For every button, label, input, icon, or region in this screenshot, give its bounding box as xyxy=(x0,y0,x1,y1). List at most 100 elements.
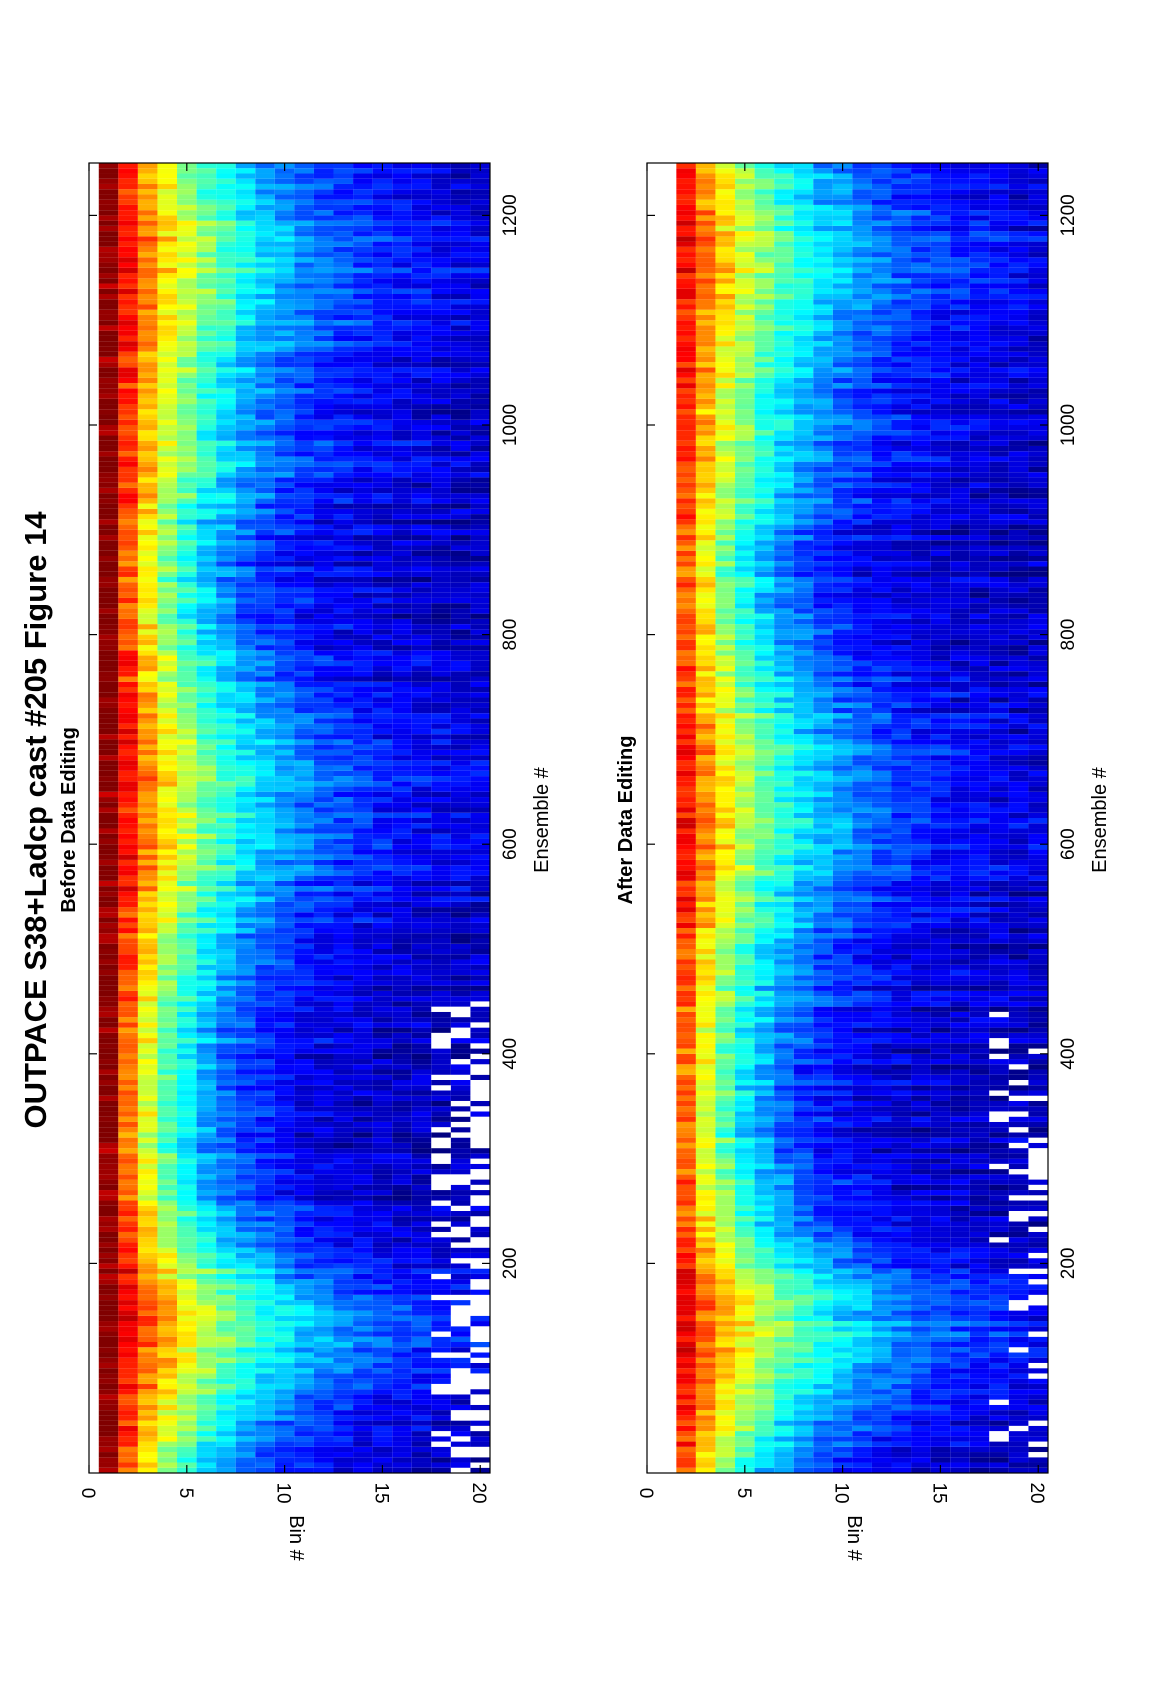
heat-cell xyxy=(313,1237,334,1243)
heat-cell xyxy=(98,1069,119,1075)
heat-cell xyxy=(157,1263,178,1269)
heat-cell xyxy=(313,1216,334,1222)
heat-cell xyxy=(216,828,236,834)
heat-cell xyxy=(255,765,275,771)
heat-cell xyxy=(372,687,393,693)
heat-cell xyxy=(333,854,354,860)
heat-cell xyxy=(118,430,138,436)
heat-cell xyxy=(372,1064,393,1070)
heat-cell xyxy=(411,1022,432,1028)
heat-cell xyxy=(255,1425,275,1432)
heat-cell xyxy=(470,739,490,745)
heat-cell xyxy=(333,1106,354,1112)
heat-cell xyxy=(411,723,432,729)
heat-cell xyxy=(313,220,334,226)
heat-cell xyxy=(450,592,471,598)
heat-cell xyxy=(235,639,256,646)
heat-cell xyxy=(137,901,158,908)
heat-cell xyxy=(313,734,334,740)
heat-cell xyxy=(255,451,275,457)
heat-cell xyxy=(216,781,236,787)
heat-cell xyxy=(353,765,373,771)
heat-cell xyxy=(353,592,373,598)
heat-cell xyxy=(313,639,334,646)
heat-cell xyxy=(196,917,217,923)
heat-cell xyxy=(274,419,295,425)
heat-cell xyxy=(372,949,393,955)
heat-cell xyxy=(470,225,490,232)
heat-cell xyxy=(98,912,119,918)
heat-cell xyxy=(411,320,432,326)
heat-cell xyxy=(274,1153,295,1159)
heat-cell xyxy=(392,1059,412,1065)
heat-cell xyxy=(333,1368,354,1374)
heat-cell xyxy=(313,1305,334,1311)
heat-cell xyxy=(411,985,432,991)
heat-cell xyxy=(353,1211,373,1217)
heat-cell xyxy=(196,330,217,336)
heat-cell xyxy=(177,880,197,887)
heat-cell xyxy=(235,629,256,635)
heat-cell xyxy=(255,587,275,593)
heat-cell xyxy=(470,1069,490,1075)
heat-cell xyxy=(372,451,393,457)
heat-cell xyxy=(450,1305,471,1311)
heat-cell xyxy=(470,535,490,541)
heat-cell xyxy=(392,1305,412,1311)
heat-cell xyxy=(177,435,197,441)
heat-cell xyxy=(196,975,217,981)
heat-cell xyxy=(177,325,197,331)
heat-cell xyxy=(470,482,490,488)
heat-cell xyxy=(196,1011,217,1018)
heat-cell xyxy=(98,1425,119,1432)
heat-cell xyxy=(411,508,432,515)
heat-cell xyxy=(313,802,334,808)
heat-cell xyxy=(333,676,354,682)
heat-cell xyxy=(235,1263,256,1269)
heat-cell xyxy=(313,545,334,551)
heat-cell xyxy=(98,1268,119,1274)
heat-cell xyxy=(216,1132,236,1138)
heat-cell xyxy=(333,702,354,708)
heat-cell xyxy=(333,1085,354,1091)
heat-cell xyxy=(235,267,256,274)
heat-cell xyxy=(353,629,373,635)
heat-cell xyxy=(235,1032,256,1039)
heat-cell xyxy=(294,1378,314,1384)
heat-cell xyxy=(118,1321,138,1327)
heat-cell xyxy=(431,1415,451,1421)
heat-cell xyxy=(216,1242,236,1248)
heat-cell xyxy=(216,398,236,405)
heat-cell xyxy=(294,755,314,761)
heat-cell xyxy=(255,608,275,614)
heat-cell xyxy=(450,870,471,876)
heat-cell xyxy=(274,330,295,336)
heat-cell xyxy=(177,540,197,546)
heat-cell xyxy=(118,1148,138,1154)
heat-cell xyxy=(411,807,432,813)
heat-cell xyxy=(118,1080,138,1086)
heat-cell xyxy=(353,435,373,441)
heat-cell xyxy=(255,566,275,572)
heat-cell xyxy=(274,540,295,546)
heat-cell xyxy=(313,1006,334,1012)
heat-cell xyxy=(157,1457,178,1463)
heat-cell xyxy=(235,556,256,562)
heat-cell xyxy=(274,901,295,908)
heat-cell xyxy=(274,1383,295,1390)
heat-cell xyxy=(470,1252,490,1259)
heat-cell xyxy=(157,802,178,808)
heat-cell xyxy=(274,1085,295,1091)
heat-cell xyxy=(177,1169,197,1175)
heat-cell xyxy=(431,383,451,389)
heat-cell xyxy=(177,765,197,771)
heat-cell xyxy=(137,430,158,436)
heat-cell xyxy=(235,1284,256,1290)
heat-cell xyxy=(98,1415,119,1421)
heat-cell xyxy=(470,812,490,818)
heat-cell xyxy=(137,1431,158,1437)
heat-cell xyxy=(216,603,236,609)
heat-cell xyxy=(313,980,334,986)
heat-cell xyxy=(372,666,393,672)
heat-cell xyxy=(294,550,314,556)
